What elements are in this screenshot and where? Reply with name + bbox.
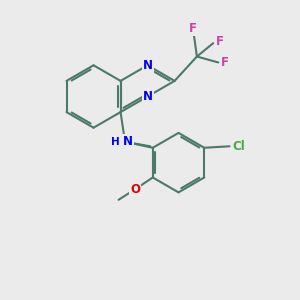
Text: N: N: [142, 59, 153, 72]
Text: F: F: [188, 22, 196, 35]
Text: N: N: [123, 135, 133, 148]
Text: O: O: [130, 183, 140, 196]
Text: F: F: [216, 35, 224, 48]
Text: F: F: [221, 56, 229, 69]
Text: H: H: [111, 137, 120, 147]
Text: Cl: Cl: [232, 140, 245, 153]
Text: N: N: [142, 90, 153, 103]
